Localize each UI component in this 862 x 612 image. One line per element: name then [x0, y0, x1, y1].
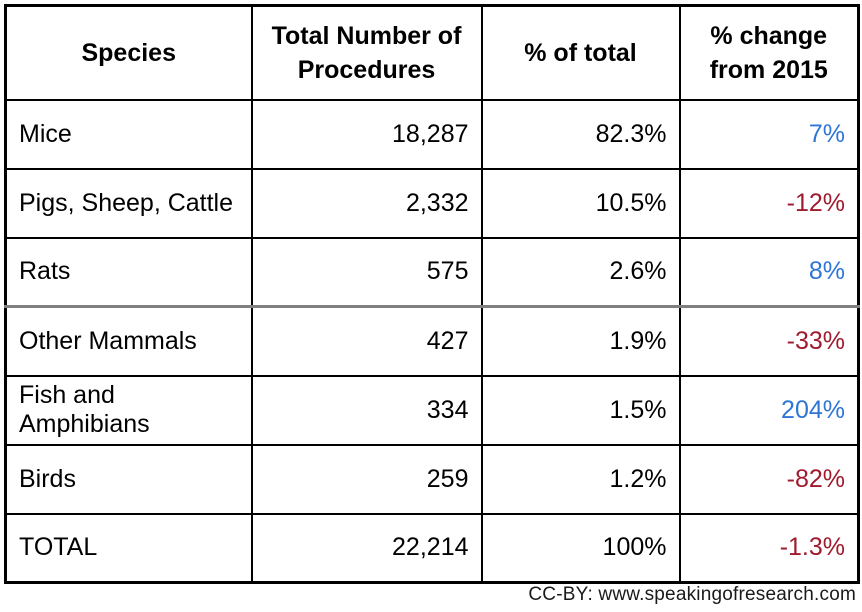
table-row: Pigs, Sheep, Cattle 2,332 10.5% -12% — [4, 167, 860, 239]
header-species: Species — [4, 4, 253, 101]
header-total-number: Total Number of Procedures — [250, 4, 483, 101]
table-row: Mice 18,287 82.3% 7% — [4, 98, 860, 170]
species-cell: TOTAL — [4, 512, 253, 584]
species-cell: Other Mammals — [4, 305, 253, 377]
pct-change-cell: 7% — [678, 98, 860, 170]
pct-change-cell: 204% — [678, 374, 860, 446]
pct-change-cell: -1.3% — [678, 512, 860, 584]
table-header: Species Total Number of Procedures % of … — [4, 4, 860, 101]
total-cell: 2,332 — [250, 167, 483, 239]
total-cell: 22,214 — [250, 512, 483, 584]
pct-total-cell: 1.9% — [480, 305, 681, 377]
pct-total-cell: 82.3% — [480, 98, 681, 170]
pct-change-cell: 8% — [678, 236, 860, 308]
pct-total-cell: 100% — [480, 512, 681, 584]
pct-total-cell: 1.5% — [480, 374, 681, 446]
total-cell: 427 — [250, 305, 483, 377]
species-procedures-table: Species Total Number of Procedures % of … — [4, 4, 860, 584]
total-cell: 575 — [250, 236, 483, 308]
species-cell: Pigs, Sheep, Cattle — [4, 167, 253, 239]
pct-total-cell: 1.2% — [480, 443, 681, 515]
pct-total-cell: 2.6% — [480, 236, 681, 308]
header-pct-change: % change from 2015 — [678, 4, 860, 101]
total-row: TOTAL 22,214 100% -1.3% — [4, 512, 860, 584]
species-cell: Fish and Amphibians — [4, 374, 253, 446]
pct-change-cell: -33% — [678, 305, 860, 377]
table-row: Other Mammals 427 1.9% -33% — [4, 305, 860, 377]
header-pct-of-total: % of total — [480, 4, 681, 101]
attribution-text: CC-BY: www.speakingofresearch.com — [528, 584, 856, 605]
table-row: Birds 259 1.2% -82% — [4, 443, 860, 515]
table-row: Rats 575 2.6% 8% — [4, 236, 860, 308]
pct-change-cell: -12% — [678, 167, 860, 239]
header-row: Species Total Number of Procedures % of … — [4, 4, 860, 101]
species-cell: Rats — [4, 236, 253, 308]
total-cell: 259 — [250, 443, 483, 515]
pct-total-cell: 10.5% — [480, 167, 681, 239]
pct-change-cell: -82% — [678, 443, 860, 515]
table-row: Fish and Amphibians 334 1.5% 204% — [4, 374, 860, 446]
total-cell: 334 — [250, 374, 483, 446]
total-cell: 18,287 — [250, 98, 483, 170]
species-cell: Birds — [4, 443, 253, 515]
species-cell: Mice — [4, 98, 253, 170]
